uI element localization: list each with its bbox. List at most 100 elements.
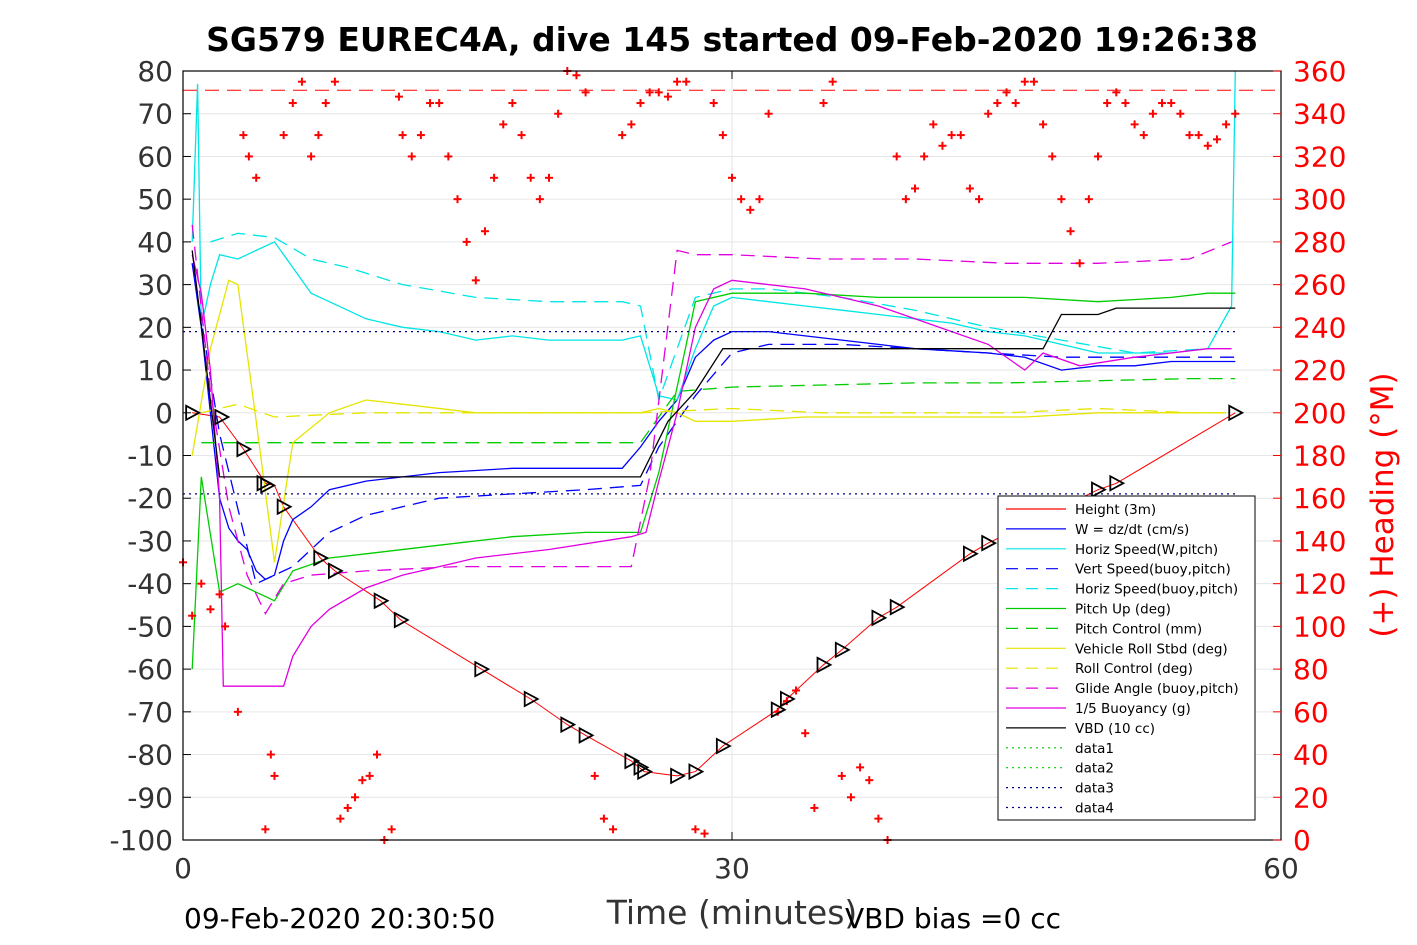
right-tick-label: 240 — [1293, 311, 1346, 344]
right-axis: 3603403203002802602402202001801601401201… — [1273, 55, 1346, 857]
triangle-marker — [313, 549, 330, 567]
heading-point — [590, 771, 599, 780]
triangle-marker — [871, 609, 888, 627]
legend-item-pitch-control-mm: Pitch Control (mm) — [1006, 621, 1202, 637]
heading-point — [810, 803, 819, 812]
heading-point — [929, 120, 938, 129]
triangle-marker — [981, 534, 998, 552]
heading-point — [1066, 227, 1075, 236]
legend-item-glide-angle-buoy-pitch: Glide Angle (buoy,pitch) — [1006, 681, 1239, 697]
heading-point — [1039, 120, 1048, 129]
heading-point — [215, 590, 224, 599]
triangle-marker — [688, 763, 705, 781]
right-tick-label: 40 — [1293, 739, 1329, 772]
legend: Height (3m) W = dz/dt (cm/s) Horiz Speed(W… — [997, 495, 1256, 821]
legend-item-data4: data4 — [1006, 801, 1114, 817]
legend-label: Roll Control (deg) — [1075, 661, 1193, 677]
left-tick-label: -30 — [127, 525, 173, 558]
heading-point — [535, 195, 544, 204]
right-tick-label: 160 — [1293, 482, 1346, 515]
heading-point — [709, 99, 718, 108]
right-tick-label: 320 — [1293, 140, 1346, 173]
heading-point — [462, 237, 471, 246]
heading-point — [920, 152, 929, 161]
triangle-marker — [260, 476, 277, 494]
heading-point — [1029, 77, 1038, 86]
triangle-marker — [963, 545, 979, 563]
series-line-1-5-buoyancy-g — [191, 254, 1232, 687]
legend-label: VBD (10 cc) — [1075, 721, 1155, 737]
triangle-marker — [523, 690, 540, 708]
left-tick-label: -10 — [127, 440, 173, 473]
heading-point — [700, 829, 709, 838]
series-line-glide-angle-buoy-pitch — [191, 224, 1232, 615]
heading-point — [1222, 120, 1231, 129]
heading-point — [645, 88, 654, 97]
heading-point — [1094, 152, 1102, 161]
heading-point — [351, 793, 360, 802]
heading-point — [764, 109, 773, 118]
left-tick-label: -20 — [127, 482, 173, 515]
right-tick-label: 340 — [1293, 98, 1346, 131]
chart-title: SG579 EUREC4A, dive 145 started 09-Feb-2… — [206, 20, 1258, 59]
heading-point — [984, 109, 993, 118]
triangle-marker — [637, 763, 654, 781]
heading-point — [737, 195, 746, 204]
heading-point — [673, 77, 682, 86]
heading-point — [636, 99, 645, 108]
x-tick-label: 30 — [714, 852, 750, 885]
heading-point — [1084, 195, 1093, 204]
legend-label: data4 — [1075, 801, 1114, 817]
heading-point — [1185, 131, 1194, 140]
heading-point — [394, 92, 403, 101]
heading-point — [279, 131, 288, 140]
series-line-horiz-speed-w-pitch — [191, 70, 1236, 401]
triangle-marker — [276, 498, 293, 516]
heading-point — [1112, 88, 1121, 97]
left-tick-label: 70 — [137, 98, 173, 131]
heading-point — [358, 776, 367, 785]
heading-point — [508, 99, 517, 108]
triangle-marker — [236, 440, 253, 458]
triangle-marker — [214, 408, 231, 426]
heading-point — [545, 173, 553, 182]
right-tick-label: 100 — [1293, 610, 1346, 643]
heading-point — [993, 99, 1002, 108]
heading-point — [1002, 88, 1011, 97]
legend-label: Height (3m) — [1075, 502, 1156, 518]
triangle-marker — [834, 641, 851, 659]
triangle-marker — [578, 726, 595, 744]
heading-point — [517, 131, 526, 140]
heading-point — [435, 99, 444, 108]
series-line-pitch-control-mm — [201, 377, 1236, 444]
heading-point — [618, 131, 627, 140]
triangle-markers — [185, 404, 1245, 785]
heading-point — [856, 763, 865, 772]
heading-point — [1075, 259, 1084, 268]
heading-point — [956, 131, 965, 140]
heading-point — [947, 131, 956, 140]
legend-label: Vert Speed(buoy,pitch) — [1075, 562, 1231, 578]
heading-point — [1176, 109, 1185, 118]
series-line-vbd-10-cc — [191, 250, 1236, 478]
triangle-marker — [889, 598, 906, 616]
heading-point — [490, 173, 499, 182]
right-tick-label: 80 — [1293, 653, 1329, 686]
heading-point — [1057, 195, 1066, 204]
series-group — [183, 70, 1236, 777]
heading-point — [1130, 120, 1139, 129]
legend-label: Pitch Up (deg) — [1075, 602, 1171, 618]
legend-label: Horiz Speed(W,pitch) — [1075, 542, 1218, 558]
triangle-marker — [715, 737, 732, 755]
left-tick-label: -80 — [127, 739, 173, 772]
heading-point — [572, 71, 581, 80]
heading-point — [792, 686, 801, 695]
heading-point — [911, 184, 919, 193]
heading-point — [197, 579, 206, 588]
right-tick-label: 60 — [1293, 696, 1329, 729]
heading-point — [599, 814, 608, 823]
triangle-marker — [1228, 404, 1245, 422]
triangle-marker — [373, 592, 390, 610]
legend-box — [997, 495, 1256, 821]
triangle-marker — [624, 752, 641, 770]
